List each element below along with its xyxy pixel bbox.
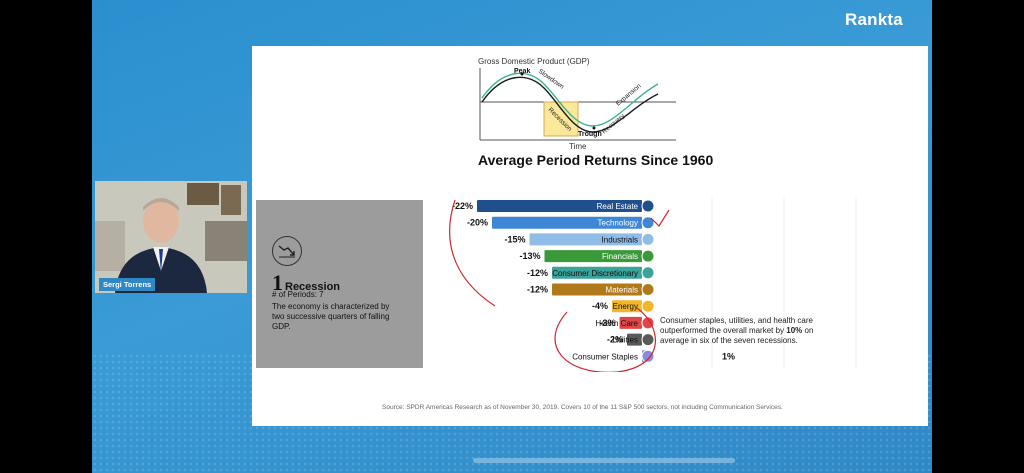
presentation-slide: Gross Domestic Product (GDP) Peak Slowdo…: [252, 46, 928, 426]
video-stage: Rankta Gross Domestic Product (GDP) Peak…: [92, 0, 932, 473]
recession-periods: # of Periods: 7: [272, 290, 324, 299]
bar-consumer-discretionary: [552, 266, 642, 279]
bar-label-energy: Energy: [613, 302, 638, 311]
callout-text: Consumer staples, utilities, and health …: [660, 316, 820, 346]
recession-number: 1: [272, 270, 283, 295]
value-label-real-estate: -22%: [452, 201, 473, 211]
brand-logo: Rankta: [845, 10, 903, 29]
annotation-circle: [554, 307, 656, 372]
bar-utilities: [627, 333, 642, 346]
declining-chart-icon: [272, 236, 302, 266]
sector-icon-technology: [641, 216, 655, 230]
bar-energy: [612, 300, 642, 313]
callout-text-before: Consumer staples, utilities, and health …: [660, 316, 813, 335]
gdp-label-slowdown: Slowdown: [537, 68, 566, 91]
bar-technology: [492, 216, 642, 229]
annotation-bracket: [449, 199, 496, 307]
recession-label: Recession: [285, 281, 341, 293]
gdp-label-expansion: Expansion: [615, 82, 643, 107]
value-label-technology: -20%: [467, 218, 488, 228]
bar-label-materials: Materials: [606, 286, 638, 295]
annotation-check: [650, 209, 670, 227]
bar-label-consumer-discretionary: Consumer Discretionary: [552, 269, 638, 278]
bar-label-consumer-staples: Consumer Staples: [572, 352, 638, 361]
callout-highlight: 10%: [786, 326, 803, 335]
chart-title: Average Period Returns Since 1960: [478, 152, 714, 168]
value-label-financials: -13%: [519, 251, 540, 261]
bar-label-industrials: Industrials: [602, 235, 638, 244]
sector-icon-industrials: [641, 232, 655, 246]
source-note: Source: SPDR Americas Research as of Nov…: [382, 404, 783, 411]
bar-label-real-estate: Real Estate: [597, 202, 639, 211]
bar-label-financials: Financials: [602, 252, 638, 261]
value-label-utilities: -2%: [607, 335, 623, 345]
recession-heading: 1 Recession: [272, 270, 340, 296]
presenter-video: [95, 181, 247, 293]
progress-scrollbar[interactable]: [473, 458, 735, 463]
callout-text-after: on average in six of the seven recession…: [660, 326, 814, 345]
recession-panel: 1 Recession # of Periods: 7 The economy i…: [256, 200, 423, 368]
sector-icon-health-care: [641, 316, 655, 330]
gdp-diagram-title: Gross Domestic Product (GDP): [478, 57, 590, 66]
value-label-health-care: -3%: [599, 318, 615, 328]
recession-description: The economy is characterized by two succ…: [272, 302, 390, 331]
bar-industrials: [529, 233, 642, 246]
bar-health-care: [619, 316, 642, 329]
sector-icon-consumer-discretionary: [641, 266, 655, 280]
sector-icon-materials: [641, 283, 655, 296]
bar-label-technology: Technology: [598, 219, 638, 228]
gdp-curve-lower: [481, 76, 659, 133]
sector-icon-real-estate: [641, 199, 655, 213]
bar-materials: [552, 283, 642, 296]
bar-financials: [544, 250, 642, 263]
presenter-webcam: Sergi Torrens: [95, 181, 247, 293]
gdp-curve-upper: [481, 72, 659, 127]
value-label-materials: -12%: [527, 285, 548, 295]
bar-label-health-care: Health Care: [595, 319, 638, 328]
bar-real-estate: [477, 200, 642, 212]
value-label-consumer-discretionary: -12%: [527, 268, 548, 278]
recession-highlight: [543, 101, 579, 137]
sector-icon-energy: [641, 299, 655, 313]
sector-icon-consumer-staples: [641, 349, 655, 363]
value-label-industrials: -15%: [504, 234, 525, 244]
gdp-axis-label: Time: [569, 142, 587, 151]
gdp-label-peak: Peak: [514, 68, 530, 75]
gdp-label-trough: Trough: [578, 131, 602, 138]
sector-icon-utilities: [641, 333, 655, 347]
value-label-energy: -4%: [592, 301, 608, 311]
presenter-name-tag: Sergi Torrens: [99, 278, 156, 291]
bar-label-utilities: Utilities: [612, 336, 638, 345]
value-label-consumer-staples: 1%: [722, 351, 735, 361]
returns-bar-chart: Real Estate -22% Technology -20% Industrials…: [449, 198, 857, 372]
gdp-cycle-diagram: Peak Slowdown Recession Trough Recovery …: [479, 68, 676, 141]
sector-icon-financials: [641, 249, 655, 263]
